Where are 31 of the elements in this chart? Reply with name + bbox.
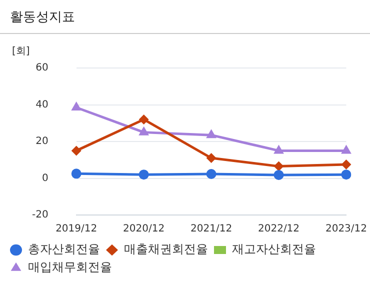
y-tick-label: 40: [36, 99, 48, 110]
chart-title: 활동성지표: [0, 0, 370, 34]
legend-label: 재고자산회전율: [232, 242, 316, 256]
point: [274, 170, 284, 180]
point: [341, 170, 352, 180]
point: [71, 102, 82, 111]
point: [274, 161, 284, 172]
x-tick-label: 2022/12: [258, 224, 300, 235]
y-tick-label: 0: [42, 172, 48, 184]
y-tick-label: -20: [32, 210, 48, 221]
legend-label: 매입채무회전율: [28, 260, 112, 274]
point: [71, 168, 82, 179]
x-tick-label: 2019/12: [56, 224, 98, 235]
point: [206, 129, 216, 138]
point: [138, 114, 149, 124]
point: [71, 146, 82, 156]
point: [138, 170, 149, 180]
legend-label: 총자산회전율: [28, 242, 100, 256]
y-axis-title: [회]: [12, 45, 30, 58]
point: [206, 169, 216, 180]
y-tick-label: 20: [36, 136, 48, 148]
x-tick-label: 2020/12: [123, 224, 165, 235]
point: [138, 126, 150, 136]
y-tick-label: 60: [36, 62, 48, 74]
point: [274, 144, 284, 154]
x-tick-label: 2021/12: [190, 224, 232, 235]
point: [206, 153, 216, 164]
legend-label: 매출채권회전율: [124, 242, 208, 256]
point: [341, 159, 352, 170]
point: [341, 144, 352, 154]
x-tick-label: 2023/12: [325, 224, 367, 235]
